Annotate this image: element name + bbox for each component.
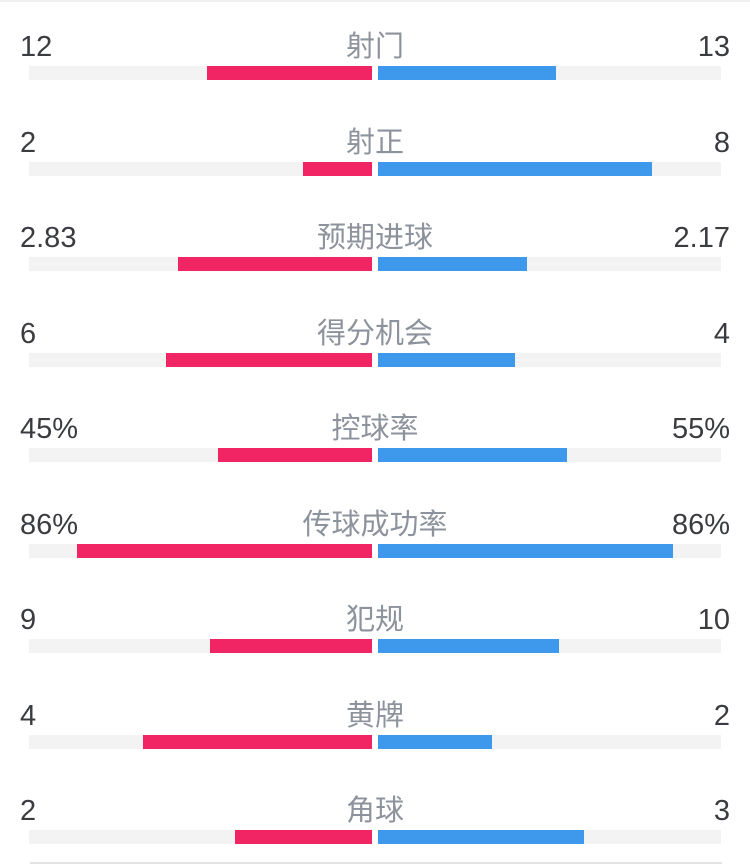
away-bar-fill	[378, 639, 559, 653]
stat-row-fouls: 9 犯规 10	[0, 589, 750, 685]
away-bar-fill	[378, 734, 493, 749]
stat-row-yellow-cards: 4 黄牌 2	[0, 685, 750, 781]
away-value: 86%	[671, 508, 730, 541]
stats-list: 12 射门 13 2 射正 8 2.83 预期进球	[0, 16, 750, 867]
home-bar-track	[29, 830, 372, 844]
away-bar-fill	[378, 830, 584, 844]
away-bar-track	[378, 830, 721, 844]
home-bar-track	[29, 257, 372, 271]
away-value: 3	[713, 795, 730, 827]
home-value: 4	[20, 699, 37, 732]
home-bar-fill	[143, 734, 372, 749]
stat-label: 控球率	[331, 413, 419, 445]
stat-bar	[29, 734, 721, 749]
home-bar-track	[29, 161, 372, 176]
away-bar-track	[378, 257, 721, 271]
home-bar-track	[29, 352, 372, 367]
away-bar-track	[378, 161, 721, 176]
stat-label: 预期进球	[316, 222, 433, 254]
bottom-divider	[30, 862, 722, 864]
away-value: 2	[713, 699, 730, 732]
stat-row-header: 2.83 预期进球 2.17	[0, 207, 750, 255]
home-bar-fill	[166, 352, 372, 367]
away-bar-track	[378, 448, 721, 462]
away-value: 4	[713, 317, 730, 350]
home-value: 2	[20, 126, 37, 159]
stat-row-header: 9 犯规 10	[0, 589, 750, 637]
home-value: 2.83	[20, 222, 77, 254]
home-bar-fill	[207, 66, 372, 80]
stat-label: 射门	[345, 31, 404, 63]
stat-row-header: 2 角球 3	[0, 780, 750, 828]
stat-bar	[29, 830, 721, 844]
home-value: 45%	[20, 413, 79, 445]
away-bar-fill	[378, 448, 567, 462]
away-bar-track	[378, 66, 721, 80]
stat-bar	[29, 161, 721, 176]
stat-row-shots-on-target: 2 射正 8	[0, 112, 750, 208]
stat-bar	[29, 639, 721, 653]
stat-bar	[29, 543, 721, 558]
stat-label: 角球	[345, 795, 404, 827]
stat-row-corners: 2 角球 3	[0, 780, 750, 867]
away-bar-track	[378, 543, 721, 558]
stat-label: 得分机会	[316, 317, 433, 350]
stat-label: 射正	[345, 126, 404, 159]
stat-bar	[29, 257, 721, 271]
stat-label: 黄牌	[345, 699, 404, 732]
stat-row-header: 2 射正 8	[0, 112, 750, 160]
away-bar-track	[378, 352, 721, 367]
stat-row-big-chances: 6 得分机会 4	[0, 303, 750, 399]
away-bar-fill	[378, 352, 516, 367]
stat-label: 传球成功率	[302, 508, 448, 541]
stat-bar	[29, 352, 721, 367]
stat-row-header: 6 得分机会 4	[0, 303, 750, 351]
stat-row-possession: 45% 控球率 55%	[0, 398, 750, 494]
home-bar-fill	[303, 161, 372, 176]
home-bar-track	[29, 66, 372, 80]
stat-row-expected-goals: 2.83 预期进球 2.17	[0, 207, 750, 303]
home-value: 2	[20, 795, 37, 827]
home-value: 86%	[20, 508, 79, 541]
home-bar-fill	[209, 639, 372, 653]
away-value: 13	[697, 31, 730, 63]
home-bar-fill	[177, 257, 372, 271]
stat-bar	[29, 448, 721, 462]
home-bar-track	[29, 543, 372, 558]
stat-row-header: 12 射门 13	[0, 16, 750, 64]
stat-bar	[29, 66, 721, 80]
home-bar-fill	[217, 448, 372, 462]
away-value: 8	[713, 126, 730, 159]
away-bar-track	[378, 734, 721, 749]
stat-row-header: 86% 传球成功率 86%	[0, 494, 750, 542]
home-value: 12	[20, 31, 53, 63]
away-bar-fill	[378, 543, 673, 558]
away-value: 55%	[671, 413, 730, 445]
stat-row-pass-success-rate: 86% 传球成功率 86%	[0, 494, 750, 590]
home-bar-track	[29, 639, 372, 653]
away-value: 2.17	[673, 222, 730, 254]
home-value: 6	[20, 317, 37, 350]
home-bar-track	[29, 734, 372, 749]
stat-label: 犯规	[345, 604, 404, 636]
home-bar-fill	[77, 543, 372, 558]
stat-row-shots: 12 射门 13	[0, 16, 750, 112]
home-bar-track	[29, 448, 372, 462]
top-divider	[0, 0, 750, 2]
away-value: 10	[697, 604, 730, 636]
home-value: 9	[20, 604, 37, 636]
away-bar-fill	[378, 66, 557, 80]
away-bar-fill	[378, 257, 527, 271]
home-bar-fill	[234, 830, 372, 844]
stat-row-header: 4 黄牌 2	[0, 685, 750, 733]
away-bar-track	[378, 639, 721, 653]
stat-row-header: 45% 控球率 55%	[0, 398, 750, 446]
away-bar-fill	[378, 161, 653, 176]
